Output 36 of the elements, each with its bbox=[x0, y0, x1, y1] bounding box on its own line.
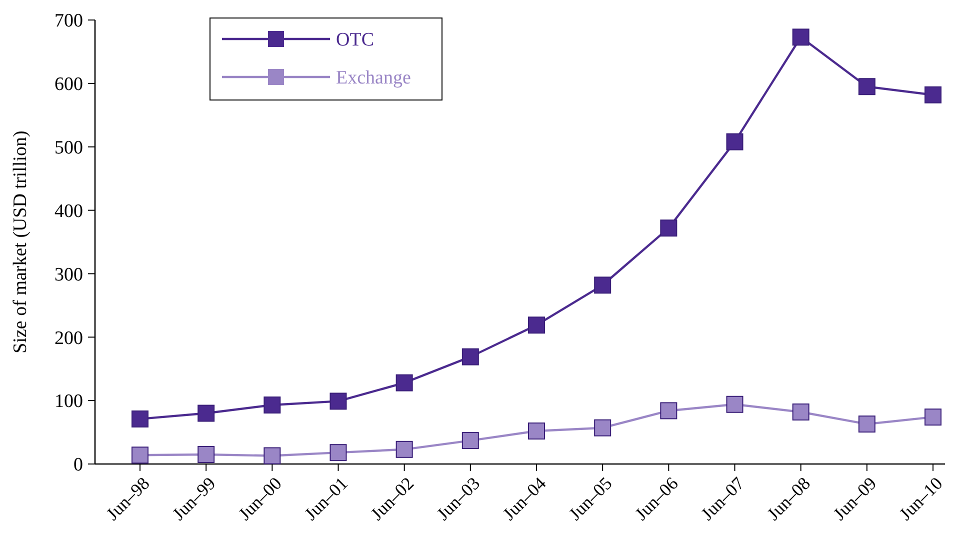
y-tick-label: 100 bbox=[54, 391, 83, 412]
y-tick-label: 400 bbox=[54, 200, 83, 222]
point bbox=[858, 416, 876, 433]
point bbox=[396, 374, 413, 392]
point bbox=[198, 446, 215, 463]
point bbox=[264, 447, 281, 464]
point bbox=[924, 86, 942, 104]
y-tick-label: 500 bbox=[54, 138, 83, 159]
point bbox=[528, 422, 545, 440]
point bbox=[198, 404, 215, 422]
point bbox=[858, 78, 876, 96]
point bbox=[462, 348, 479, 366]
y-axis-title: Size of market (USD trillion) bbox=[10, 130, 31, 354]
point bbox=[594, 276, 612, 294]
y-tick-label: 300 bbox=[54, 264, 83, 286]
point bbox=[132, 410, 148, 428]
point bbox=[462, 432, 479, 450]
y-tick-label: 0 bbox=[74, 454, 83, 476]
y-tick-label: 700 bbox=[54, 10, 83, 32]
point bbox=[132, 446, 148, 464]
point bbox=[924, 408, 942, 426]
point bbox=[528, 316, 545, 334]
legend: OTC Exchange bbox=[210, 18, 442, 100]
point bbox=[330, 392, 347, 410]
point bbox=[792, 28, 810, 46]
point bbox=[330, 444, 347, 462]
point bbox=[396, 440, 413, 458]
y-tick-label: 600 bbox=[54, 74, 83, 96]
point bbox=[660, 220, 678, 237]
point bbox=[264, 396, 281, 414]
point bbox=[792, 403, 810, 420]
point bbox=[726, 396, 744, 413]
point bbox=[594, 419, 612, 436]
point bbox=[660, 402, 678, 420]
point bbox=[726, 133, 744, 150]
y-tick-label: 200 bbox=[54, 328, 83, 349]
